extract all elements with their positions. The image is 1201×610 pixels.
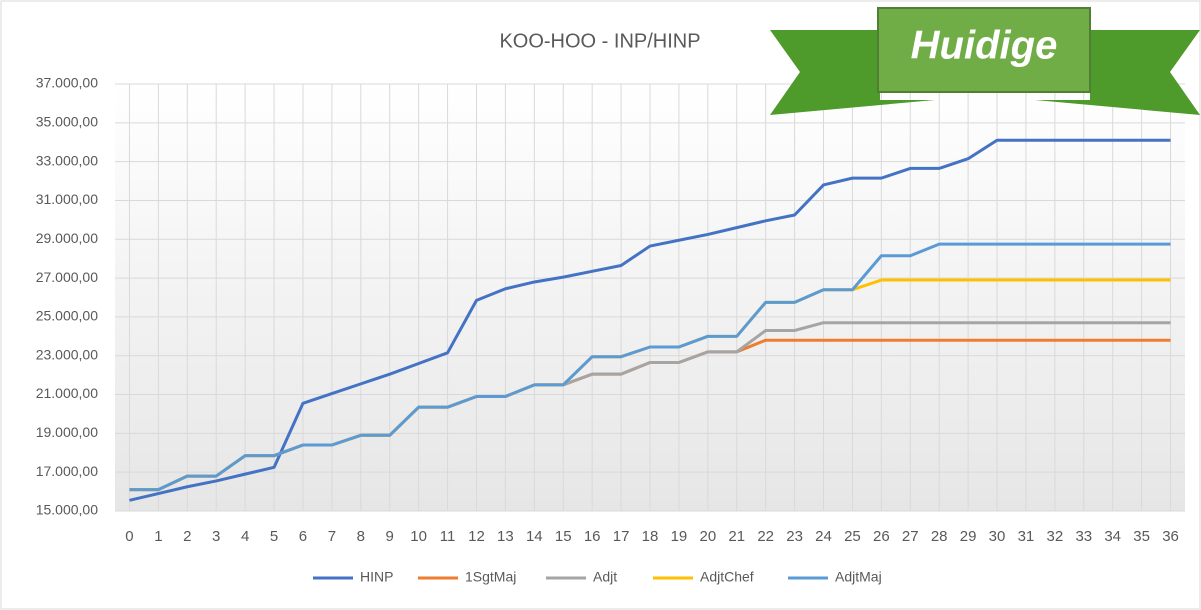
y-tick-label: 19.000,00 <box>36 424 98 440</box>
x-tick-label: 26 <box>873 528 890 545</box>
x-tick-label: 14 <box>526 528 543 545</box>
x-tick-label: 17 <box>613 528 630 545</box>
y-tick-label: 15.000,00 <box>36 502 98 518</box>
legend-label: 1SgtMaj <box>465 569 516 585</box>
x-tick-label: 4 <box>241 528 249 545</box>
x-tick-label: 21 <box>728 528 745 545</box>
y-tick-label: 33.000,00 <box>36 152 98 168</box>
x-tick-label: 34 <box>1104 528 1121 545</box>
y-tick-label: 35.000,00 <box>36 114 98 130</box>
x-tick-label: 30 <box>989 528 1006 545</box>
x-tick-label: 9 <box>386 528 394 545</box>
x-tick-label: 23 <box>786 528 803 545</box>
x-tick-label: 24 <box>815 528 832 545</box>
x-tick-label: 11 <box>440 528 456 545</box>
ribbon-right <box>1035 30 1200 115</box>
x-tick-label: 15 <box>555 528 572 545</box>
x-tick-label: 28 <box>931 528 948 545</box>
x-tick-label: 12 <box>468 528 485 545</box>
ribbon-left <box>770 30 935 115</box>
y-tick-label: 17.000,00 <box>36 463 98 479</box>
legend-label: HINP <box>360 569 393 585</box>
chart-title: KOO-HOO - INP/HINP <box>499 30 700 52</box>
legend-label: Adjt <box>593 569 617 585</box>
x-tick-label: 27 <box>902 528 919 545</box>
x-tick-label: 18 <box>642 528 659 545</box>
x-tick-label: 19 <box>671 528 688 545</box>
y-tick-label: 25.000,00 <box>36 308 98 324</box>
banner-text: Huidige <box>911 24 1058 68</box>
series-line <box>129 242 1171 492</box>
y-tick-label: 37.000,00 <box>36 75 98 91</box>
banner: Huidige <box>770 7 1200 115</box>
y-tick-label: 29.000,00 <box>36 230 98 246</box>
x-tick-label: 22 <box>757 528 774 545</box>
y-tick-label: 31.000,00 <box>36 191 98 207</box>
x-tick-label: 36 <box>1162 528 1179 545</box>
x-tick-label: 10 <box>410 528 427 545</box>
legend-label: AdjtMaj <box>835 569 882 585</box>
x-tick-label: 16 <box>584 528 601 545</box>
x-tick-label: 8 <box>357 528 365 545</box>
series-line <box>129 138 1171 502</box>
x-tick-label: 25 <box>844 528 861 545</box>
x-tick-label: 35 <box>1133 528 1150 545</box>
x-tick-label: 7 <box>328 528 336 545</box>
x-tick-label: 32 <box>1047 528 1064 545</box>
x-tick-label: 31 <box>1018 528 1035 545</box>
legend-label: AdjtChef <box>700 569 754 585</box>
y-tick-label: 27.000,00 <box>36 269 98 285</box>
x-tick-label: 1 <box>154 528 162 545</box>
x-tick-label: 13 <box>497 528 514 545</box>
ribbon-center <box>877 7 1091 93</box>
x-tick-label: 29 <box>960 528 977 545</box>
x-tick-label: 20 <box>699 528 716 545</box>
x-tick-label: 3 <box>212 528 220 545</box>
x-tick-label: 5 <box>270 528 278 545</box>
x-tick-label: 0 <box>125 528 133 545</box>
x-tick-label: 6 <box>299 528 307 545</box>
y-tick-label: 23.000,00 <box>36 346 98 362</box>
x-tick-label: 2 <box>183 528 191 545</box>
x-tick-label: 33 <box>1075 528 1092 545</box>
y-tick-label: 21.000,00 <box>36 385 98 401</box>
